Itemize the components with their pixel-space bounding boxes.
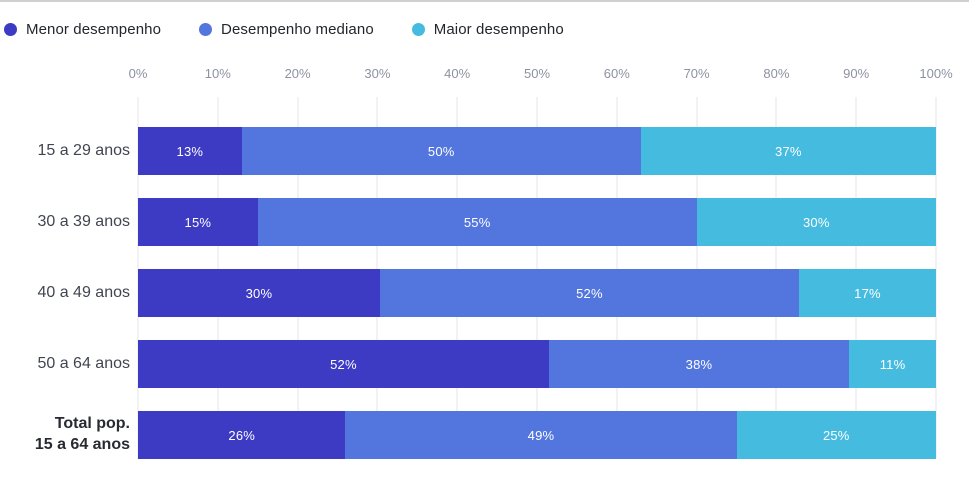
legend-item-menor-desempenho[interactable]: Menor desempenho (4, 21, 161, 38)
bar-segment-maior[interactable]: 25% (736, 411, 936, 459)
bar-value-label: 50% (427, 143, 455, 159)
bar-value-label: 25% (822, 427, 850, 443)
bar-row-40-a-49-anos: 40 a 49 anos 30% 52% 17% (0, 269, 969, 317)
x-tick-20: 20% (284, 66, 311, 81)
bar-segment-menor[interactable]: 52% (138, 340, 549, 388)
chart-legend: Menor desempenho Desempenho mediano Maio… (4, 21, 564, 38)
legend-label: Menor desempenho (26, 21, 162, 38)
bar-segment-mediano[interactable]: 49% (345, 411, 737, 459)
x-tick-90: 90% (843, 66, 870, 81)
bar-value-label: 30% (803, 214, 830, 230)
bar-segment-mediano[interactable]: 50% (241, 127, 641, 175)
bar-segment-mediano[interactable]: 55% (257, 198, 697, 246)
x-tick-40: 40% (444, 66, 471, 81)
top-divider (0, 0, 969, 2)
bar-value-label: 11% (879, 356, 906, 372)
bar-value-label: 52% (330, 356, 357, 372)
legend-item-maior-desempenho[interactable]: Maior desempenho (411, 21, 564, 38)
bar-row-50-a-64-anos: 50 a 64 anos 52% 38% 11% (0, 340, 969, 388)
bar-value-label: 13% (176, 143, 204, 159)
category-label: 30 a 39 anos (37, 212, 130, 230)
category-label: 50 a 64 anos (37, 354, 130, 372)
x-tick-100: 100% (919, 66, 953, 81)
bar-value-label: 17% (854, 285, 881, 301)
legend-label: Maior desempenho (433, 21, 564, 38)
x-tick-0: 0% (128, 66, 148, 81)
x-tick-50: 50% (523, 66, 551, 81)
legend-dot-icon (4, 23, 17, 36)
bar-value-label: 37% (775, 143, 802, 159)
legend-label: Desempenho mediano (221, 21, 374, 38)
bar-row-15-a-29-anos: 15 a 29 anos 13% 50% 37% (0, 127, 969, 175)
category-label: 40 a 49 anos (37, 283, 130, 301)
x-tick-10: 10% (204, 66, 231, 81)
category-label: 15 a 29 anos (37, 141, 130, 159)
bar-value-label: 49% (527, 427, 555, 443)
bar-segment-menor[interactable]: 26% (138, 411, 346, 459)
x-tick-60: 60% (603, 66, 630, 81)
bar-value-label: 15% (184, 214, 212, 230)
stacked-bar: 52% 38% 11% (138, 340, 936, 388)
bar-segment-maior[interactable]: 11% (849, 340, 936, 388)
bar-segment-menor[interactable]: 15% (138, 198, 258, 246)
bar-value-label: 26% (228, 427, 256, 443)
bar-segment-maior[interactable]: 17% (798, 269, 936, 317)
bar-segment-mediano[interactable]: 38% (548, 340, 850, 388)
legend-item-desempenho-mediano[interactable]: Desempenho mediano (199, 21, 374, 38)
bar-segment-maior[interactable]: 37% (640, 127, 936, 175)
bar-segment-menor[interactable]: 13% (138, 127, 242, 175)
bar-value-label: 30% (245, 285, 273, 301)
stacked-bar: 30% 52% 17% (138, 269, 936, 317)
stacked-bar: 13% 50% 37% (138, 127, 936, 175)
bar-row-30-a-39-anos: 30 a 39 anos 15% 55% 30% (0, 198, 969, 246)
bar-row-total-pop: Total pop. 15 a 64 anos 26% 49% 25% (0, 411, 969, 459)
stacked-bar: 26% 49% 25% (138, 411, 936, 459)
stacked-bar: 15% 55% 30% (138, 198, 937, 246)
bar-value-label: 55% (463, 214, 491, 230)
bar-segment-maior[interactable]: 30% (696, 198, 937, 246)
x-tick-80: 80% (763, 66, 790, 81)
category-label-total: Total pop. 15 a 64 anos (34, 415, 130, 453)
bar-segment-menor[interactable]: 30% (138, 269, 380, 317)
x-tick-70: 70% (683, 66, 710, 81)
x-tick-30: 30% (364, 66, 391, 81)
x-axis: 0% 10% 20% 30% 40% 50% 60% 70% 80% 90% 1… (129, 66, 953, 82)
bar-value-label: 52% (576, 285, 603, 301)
legend-dot-icon (199, 23, 213, 36)
legend-dot-icon (411, 23, 425, 36)
bar-segment-mediano[interactable]: 52% (379, 269, 799, 317)
gridline (935, 97, 937, 459)
bar-value-label: 38% (685, 356, 713, 372)
